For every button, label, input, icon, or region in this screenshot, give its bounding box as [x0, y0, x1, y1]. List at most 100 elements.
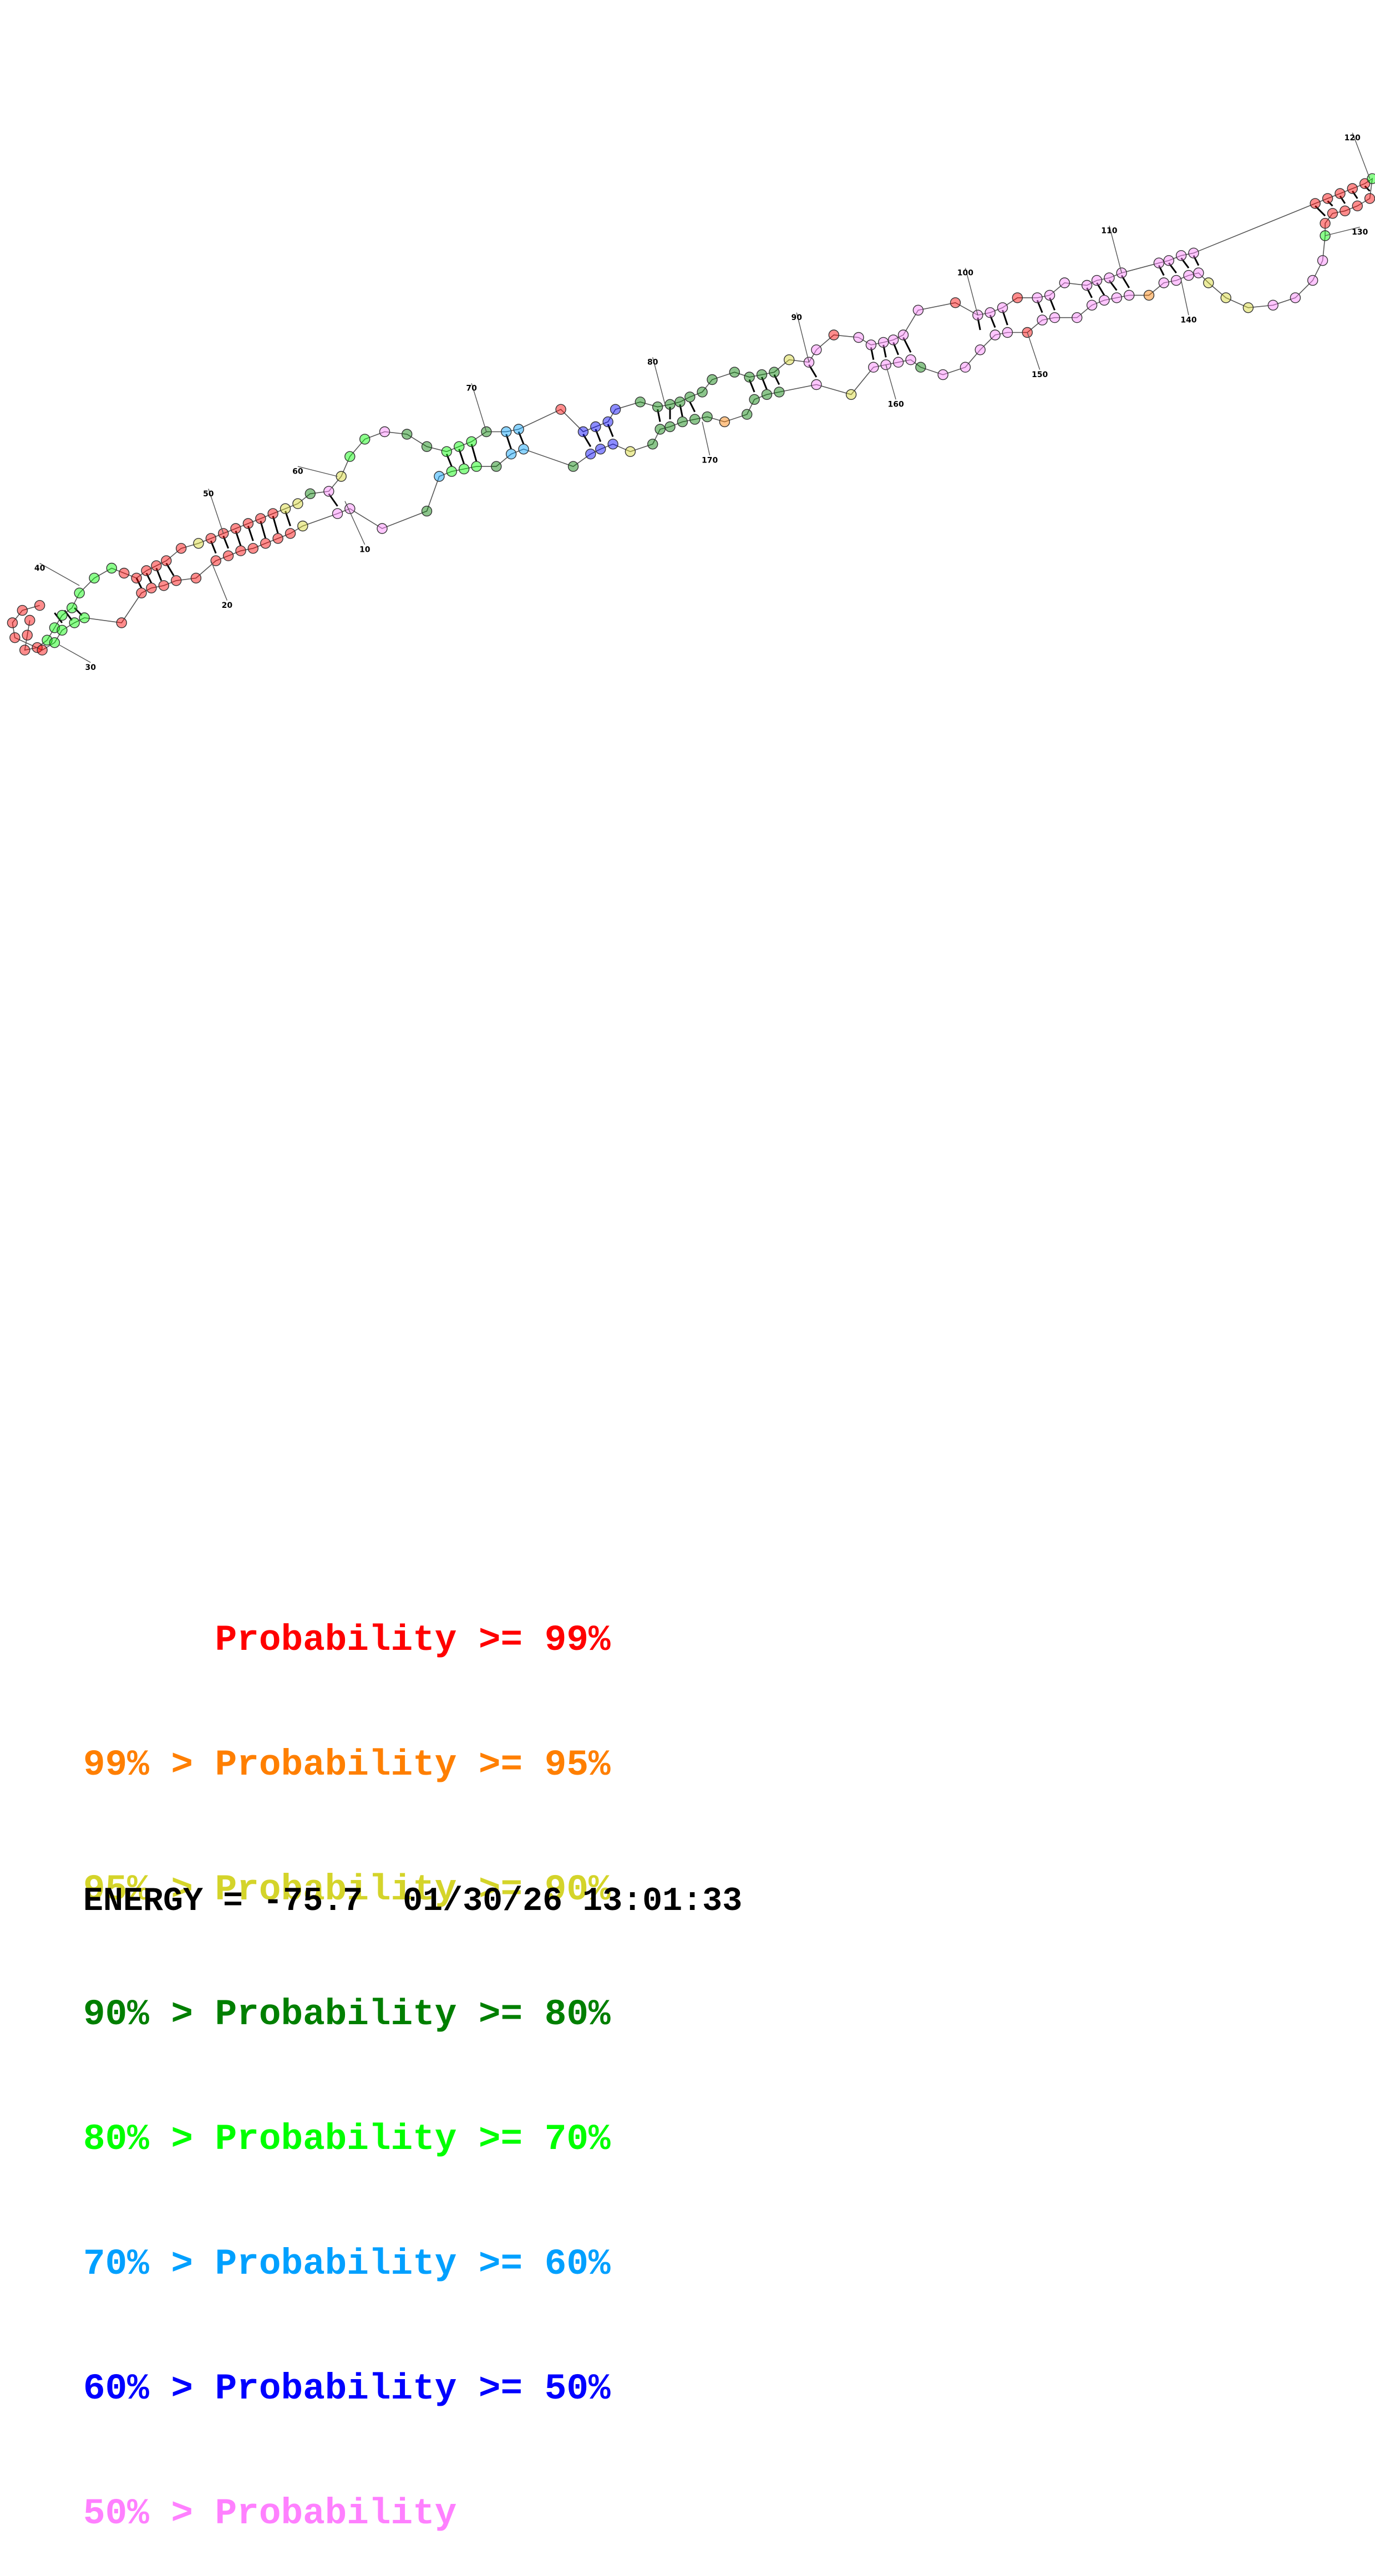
nucleotide-base — [491, 461, 502, 472]
nucleotide-base — [607, 439, 618, 450]
position-label: 80 — [647, 358, 658, 367]
base-pair-bond — [761, 377, 768, 390]
position-label: 50 — [203, 490, 214, 499]
nucleotide-base — [1267, 299, 1278, 311]
legend-row-p90: 95% > Probability >= 90% — [83, 1869, 611, 1911]
nucleotide-base — [707, 374, 718, 385]
nucleotide-base — [171, 575, 182, 586]
legend-row-p80: 90% > Probability >= 80% — [83, 1994, 611, 2035]
base-pair-bond — [882, 344, 887, 358]
position-label-leader — [39, 562, 80, 586]
nucleotide-base — [116, 617, 127, 628]
probability-legend: Probability >= 99% 99% > Probability >= … — [83, 1536, 611, 2576]
nucleotide-base — [990, 329, 1001, 341]
nucleotide-base — [458, 463, 470, 475]
nucleotide-base — [518, 444, 529, 455]
nucleotide-base — [466, 436, 477, 448]
nucleotide-base — [1086, 299, 1098, 311]
nucleotide-base — [1327, 208, 1338, 219]
base-pair-bond — [445, 454, 453, 467]
legend-row-p99: Probability >= 99% — [83, 1619, 611, 1661]
nucleotide-base — [647, 439, 658, 450]
nucleotide-base — [1002, 327, 1013, 338]
nucleotide-base — [749, 394, 760, 405]
position-label: 120 — [1344, 134, 1361, 143]
nucleotide-base — [877, 337, 889, 348]
nucleotide-base — [141, 565, 152, 576]
nucleotide-base — [677, 416, 688, 428]
nucleotide-base — [1193, 267, 1204, 278]
nucleotide-base — [912, 304, 924, 316]
position-label-leader — [965, 268, 978, 316]
nucleotide-base — [235, 545, 246, 556]
nucleotide-base — [1099, 294, 1110, 306]
base-pair-bond — [773, 374, 780, 385]
nucleotide-base — [1158, 277, 1170, 288]
nucleotide-base — [19, 644, 31, 656]
nucleotide-base — [985, 307, 996, 318]
nucleotide-base — [845, 389, 857, 400]
nucleotide-base — [1153, 257, 1165, 268]
position-label-leader — [702, 421, 711, 456]
nucleotide-base — [151, 560, 162, 571]
position-label-leader — [1109, 225, 1122, 273]
nucleotide-base — [175, 543, 187, 554]
base-pair-bond — [135, 577, 143, 588]
nucleotide-base — [190, 572, 202, 584]
legend-row-low: 50% > Probability — [83, 2493, 457, 2534]
nucleotide-base — [1320, 218, 1331, 229]
nucleotide-base — [131, 572, 142, 584]
position-label-leader — [1180, 280, 1189, 316]
nucleotide-base — [402, 429, 413, 440]
nucleotide-base — [230, 523, 241, 534]
nucleotide-base — [146, 582, 157, 594]
position-label: 40 — [34, 564, 45, 573]
nucleotide-base — [305, 488, 316, 499]
nucleotide-base — [297, 520, 308, 532]
nucleotide-base — [828, 329, 840, 341]
nucleotide-base — [1359, 178, 1371, 189]
base-pair-bond — [1327, 200, 1333, 207]
nucleotide-base — [446, 466, 457, 477]
nucleotide-base — [136, 587, 147, 599]
base-pair-bond — [870, 347, 875, 360]
base-pair-bond — [1352, 190, 1358, 199]
nucleotide-base — [1183, 270, 1194, 281]
nucleotide-base — [49, 637, 60, 648]
nucleotide-base — [1049, 312, 1061, 323]
nucleotide-base — [79, 612, 90, 623]
nucleotide-base — [267, 508, 278, 519]
nucleotide-base — [158, 580, 169, 591]
nucleotide-base — [1335, 188, 1346, 199]
nucleotide-base — [652, 402, 663, 413]
rna-secondary-structure-diagram: 10 20 30 40 50 60 70 80 90 100 110 120 130 140 150 160 1… — [7, 133, 1375, 672]
nucleotide-base — [1340, 205, 1351, 216]
nucleotide-base — [769, 367, 780, 378]
base-pair-bond — [54, 612, 63, 623]
nucleotide-base — [434, 471, 445, 482]
nucleotide-base — [292, 498, 303, 509]
nucleotide-base — [905, 354, 916, 365]
nucleotide-base — [975, 344, 986, 355]
nucleotide-base — [811, 344, 822, 355]
nucleotide-base — [1352, 200, 1363, 211]
base-pair-bond — [1168, 262, 1177, 273]
nucleotide-base — [66, 602, 78, 613]
nucleotide-base — [664, 399, 676, 410]
nucleotide-base — [9, 632, 21, 643]
base-pair-bond — [272, 516, 279, 534]
nucleotide-base — [260, 538, 271, 549]
nucleotide-base — [1032, 292, 1043, 303]
nucleotide-base — [602, 416, 613, 428]
base-pair-bond — [1180, 257, 1190, 269]
nucleotide-base — [222, 550, 234, 561]
nucleotide-base — [336, 471, 347, 482]
position-label-leader — [208, 489, 224, 534]
nucleotide-base — [689, 414, 701, 425]
nucleotide-base — [344, 451, 356, 462]
nucleotide-base — [57, 624, 68, 636]
backbone-line — [12, 177, 1373, 651]
nucleotide-base — [555, 404, 566, 415]
position-label: 160 — [887, 400, 904, 409]
position-label-leader — [210, 560, 228, 601]
